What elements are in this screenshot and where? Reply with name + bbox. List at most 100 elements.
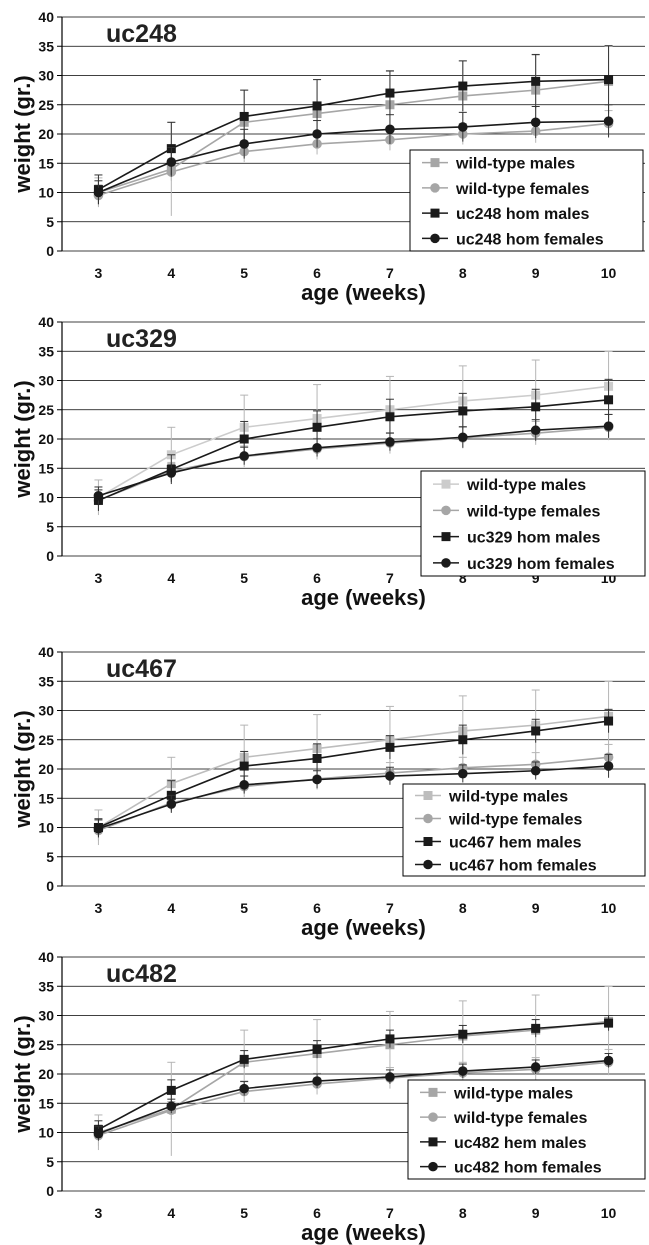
- x-tick-label: 10: [601, 900, 617, 916]
- y-tick-label: 5: [46, 849, 54, 865]
- data-point: [385, 412, 395, 422]
- x-tick-label: 3: [95, 570, 103, 586]
- legend-marker: [428, 1137, 438, 1147]
- series-line: [98, 385, 609, 499]
- series-line: [98, 715, 609, 829]
- x-tick-label: 9: [532, 265, 540, 281]
- series-line: [98, 120, 609, 194]
- data-point: [239, 139, 249, 149]
- data-point: [239, 1083, 249, 1094]
- legend-entry: uc482 hom females: [454, 1160, 602, 1177]
- x-tick-label: 4: [167, 900, 175, 916]
- series-uc248-hom-females: [93, 104, 614, 205]
- legend-entry: wild-type males: [455, 156, 575, 173]
- series-line: [98, 80, 609, 194]
- x-axis-label: age (weeks): [301, 585, 426, 610]
- series-uc329-hom-females: [93, 413, 614, 505]
- legend: wild-type males wild-type females uc329 ho…: [420, 470, 646, 577]
- x-tick-label: 3: [95, 1205, 103, 1221]
- data-point: [604, 75, 614, 85]
- legend-marker: [428, 1112, 438, 1122]
- y-tick-label: 30: [38, 68, 54, 84]
- data-point: [239, 1054, 249, 1064]
- panel-title: uc482: [106, 960, 177, 988]
- data-point: [166, 157, 177, 167]
- y-tick-label: 10: [38, 820, 54, 836]
- panel-title: uc467: [106, 655, 177, 683]
- data-point: [604, 1018, 614, 1028]
- x-tick-label: 3: [95, 900, 103, 916]
- y-tick-label: 40: [38, 314, 54, 330]
- y-tick-label: 10: [38, 185, 54, 201]
- legend-box: [420, 470, 646, 577]
- y-axis-label: weight (gr.): [10, 1015, 35, 1133]
- y-tick-label: 35: [38, 978, 54, 994]
- legend-marker: [430, 158, 440, 168]
- y-tick-label: 20: [38, 126, 54, 142]
- series-line: [98, 78, 609, 191]
- legend-marker: [441, 479, 451, 489]
- x-tick-label: 4: [167, 570, 175, 586]
- y-axis-label: weight (gr.): [10, 75, 35, 193]
- legend-entry: uc329 hom males: [467, 530, 601, 547]
- data-point: [531, 76, 541, 86]
- series-line: [98, 1059, 609, 1135]
- legend-marker: [441, 532, 451, 542]
- legend-entry: wild-type males: [466, 477, 586, 494]
- series-line: [98, 399, 609, 502]
- data-point: [166, 1085, 176, 1095]
- x-tick-label: 8: [459, 265, 467, 281]
- data-point: [385, 437, 395, 447]
- legend-entry: wild-type females: [466, 503, 600, 520]
- x-tick-label: 7: [386, 900, 394, 916]
- legend-marker: [428, 1087, 438, 1097]
- legend-entry: wild-type females: [453, 1110, 587, 1127]
- y-tick-label: 25: [38, 97, 54, 113]
- series-uc329-hom-males: [93, 378, 614, 511]
- x-tick-label: 10: [601, 265, 617, 281]
- y-tick-label: 15: [38, 155, 54, 171]
- data-point: [239, 434, 249, 444]
- data-point: [312, 753, 322, 763]
- legend-box: [402, 783, 646, 877]
- y-tick-label: 35: [38, 673, 54, 689]
- y-tick-label: 30: [38, 1008, 54, 1024]
- y-tick-label: 10: [38, 1125, 54, 1141]
- legend-entry: uc467 hem males: [449, 835, 582, 852]
- legend-entry: wild-type females: [448, 812, 582, 829]
- y-tick-label: 40: [38, 949, 54, 965]
- data-point: [530, 425, 541, 436]
- panel-title: uc329: [106, 325, 177, 353]
- data-point: [458, 432, 468, 443]
- series-uc482-hom-females: [93, 1053, 614, 1141]
- y-tick-label: 40: [38, 644, 54, 660]
- data-point: [530, 765, 541, 776]
- data-point: [385, 742, 395, 752]
- data-point: [458, 735, 468, 745]
- y-tick-label: 20: [38, 1066, 54, 1082]
- data-point: [458, 768, 468, 779]
- x-tick-label: 4: [167, 1205, 175, 1221]
- x-tick-label: 5: [240, 900, 248, 916]
- legend-entry: wild-type females: [455, 181, 589, 198]
- series-line: [98, 720, 609, 829]
- series-line: [98, 426, 609, 502]
- x-axis-label: age (weeks): [301, 280, 426, 305]
- legend-box: [409, 149, 644, 252]
- legend-entry: uc482 hem males: [454, 1135, 587, 1152]
- x-tick-label: 9: [532, 900, 540, 916]
- legend-entry: uc248 hom females: [456, 231, 604, 248]
- data-point: [604, 395, 614, 405]
- series-line: [98, 765, 609, 830]
- data-point: [385, 771, 395, 781]
- data-point: [166, 468, 177, 478]
- legend-marker: [423, 791, 433, 800]
- data-point: [458, 1066, 468, 1076]
- x-tick-label: 6: [313, 570, 321, 586]
- legend-entry: wild-type males: [448, 789, 568, 806]
- data-point: [530, 1062, 541, 1072]
- data-point: [312, 129, 322, 139]
- legend-entry: uc248 hom males: [456, 206, 590, 223]
